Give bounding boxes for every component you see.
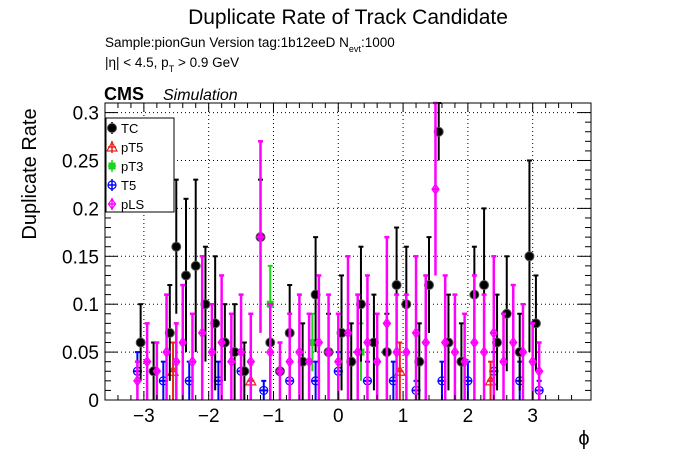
pls-point — [172, 355, 181, 368]
pls-point — [460, 355, 469, 368]
pls-point — [509, 336, 518, 349]
x-tick-label: −1 — [263, 406, 285, 427]
y-tick-label: 0.1 — [73, 295, 99, 316]
pls-point — [402, 346, 411, 359]
pls-point — [285, 355, 294, 368]
legend-pt3-marker — [108, 162, 116, 170]
pls-point — [197, 326, 207, 339]
tc-point — [479, 280, 490, 291]
tc-point — [135, 337, 146, 348]
x-tick-label: 3 — [527, 406, 538, 427]
tc-point — [171, 241, 182, 252]
sample-info: Sample:pionGun Version tag:1b12eeD Nevt:… — [105, 35, 395, 54]
y-tick-label: 0.2 — [73, 199, 99, 220]
t5-point — [259, 385, 269, 396]
legend-pt3-label: pT3 — [121, 159, 143, 174]
selection-cuts: |η| < 4.5, pT > 0.9 GeV — [105, 55, 239, 74]
legend-pt5-label: pT5 — [121, 140, 143, 155]
pls-point — [142, 355, 152, 368]
x-tick-label: 2 — [463, 406, 474, 427]
pls-point — [363, 336, 372, 349]
y-tick-label: 0.3 — [73, 104, 99, 125]
pls-point — [162, 346, 171, 359]
pls-point — [450, 346, 460, 359]
pls-point — [227, 355, 236, 368]
legend-tc-marker — [107, 123, 117, 133]
data-marks — [132, 101, 544, 400]
legend-t5-label: T5 — [121, 178, 136, 193]
x-tick-label: −3 — [133, 406, 155, 427]
pls-point — [334, 355, 343, 368]
pls-point — [421, 336, 430, 349]
y-axis-label: Duplicate Rate — [19, 108, 41, 239]
axes: −3 −2 −1 0 1 2 3 0 0.05 0.1 0.15 0.2 0.25 0.3 — [62, 103, 591, 427]
x-tick-label: −2 — [198, 406, 220, 427]
y-tick-label: 0.15 — [62, 247, 99, 268]
x-tick-label: 1 — [398, 406, 409, 427]
pls-point — [246, 355, 256, 368]
legend-tc-label: TC — [121, 121, 138, 136]
pls-point — [207, 346, 217, 359]
x-axis-label: ϕ — [578, 428, 589, 450]
pls-point — [411, 326, 421, 339]
pls-point — [217, 336, 226, 349]
pls-point — [518, 346, 528, 359]
cms-label: CMS — [104, 84, 144, 104]
pls-point — [152, 365, 162, 378]
pls-point — [178, 336, 187, 349]
pls-point — [324, 346, 333, 359]
pls-point — [314, 336, 324, 349]
pls-point — [275, 365, 285, 378]
y-tick-label: 0 — [88, 391, 99, 412]
pls-point — [236, 346, 246, 359]
legend-pt5-marker — [105, 140, 119, 152]
pls-point — [304, 355, 314, 368]
pls-point — [528, 355, 537, 368]
tc-point — [391, 280, 402, 291]
pls-point — [343, 326, 353, 339]
legend-t5-marker — [107, 180, 117, 190]
pls-point — [470, 336, 479, 349]
y-tick-label: 0.05 — [62, 343, 99, 364]
pt3-point — [308, 339, 316, 347]
pls-point — [392, 346, 401, 359]
pls-point — [188, 355, 197, 368]
pls-point — [479, 346, 489, 359]
pls-point — [133, 374, 142, 387]
pls-point — [353, 346, 362, 359]
chart-title: Duplicate Rate of Track Candidate — [188, 6, 508, 29]
pls-point — [431, 183, 440, 196]
tc-point — [524, 251, 535, 262]
tc-point — [181, 270, 191, 281]
pls-point — [499, 355, 508, 368]
pls-point — [266, 346, 275, 359]
series-pls — [133, 101, 544, 400]
pls-point — [256, 231, 265, 244]
legend-pls-label: pLS — [121, 197, 144, 212]
legend: TC pT5 pT3 T5 pLS — [105, 117, 175, 213]
legend-pls-marker — [107, 197, 117, 211]
x-tick-label: 0 — [333, 406, 344, 427]
simulation-label: Simulation — [163, 87, 238, 104]
y-tick-label: 0.25 — [62, 151, 99, 172]
pls-point — [295, 346, 304, 359]
pls-point — [440, 336, 450, 349]
pls-point — [372, 355, 382, 368]
legend-box — [105, 117, 175, 213]
pls-point — [489, 326, 499, 339]
tc-point — [190, 260, 201, 271]
pls-point — [534, 365, 544, 378]
pls-point — [382, 317, 392, 330]
plot-frame — [104, 102, 592, 401]
